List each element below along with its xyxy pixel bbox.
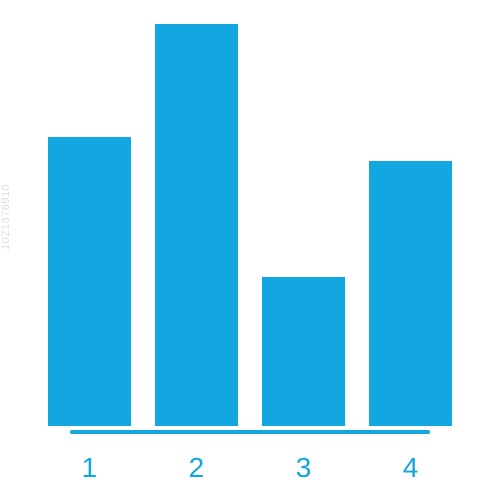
bar-chart: 1234 1021376910 xyxy=(0,0,500,500)
bars-area xyxy=(48,24,452,426)
x-label-2: 2 xyxy=(155,452,238,484)
x-label-4: 4 xyxy=(369,452,452,484)
bar-cap xyxy=(160,20,233,23)
bar-4 xyxy=(369,161,452,426)
x-label-3: 3 xyxy=(262,452,345,484)
bar-2 xyxy=(155,24,238,426)
x-label-1: 1 xyxy=(48,452,131,484)
watermark-text: 1021376910 xyxy=(0,184,12,250)
baseline xyxy=(70,430,430,434)
x-axis-labels: 1234 xyxy=(48,452,452,484)
bar-1 xyxy=(48,137,131,426)
bar-3 xyxy=(262,277,345,426)
